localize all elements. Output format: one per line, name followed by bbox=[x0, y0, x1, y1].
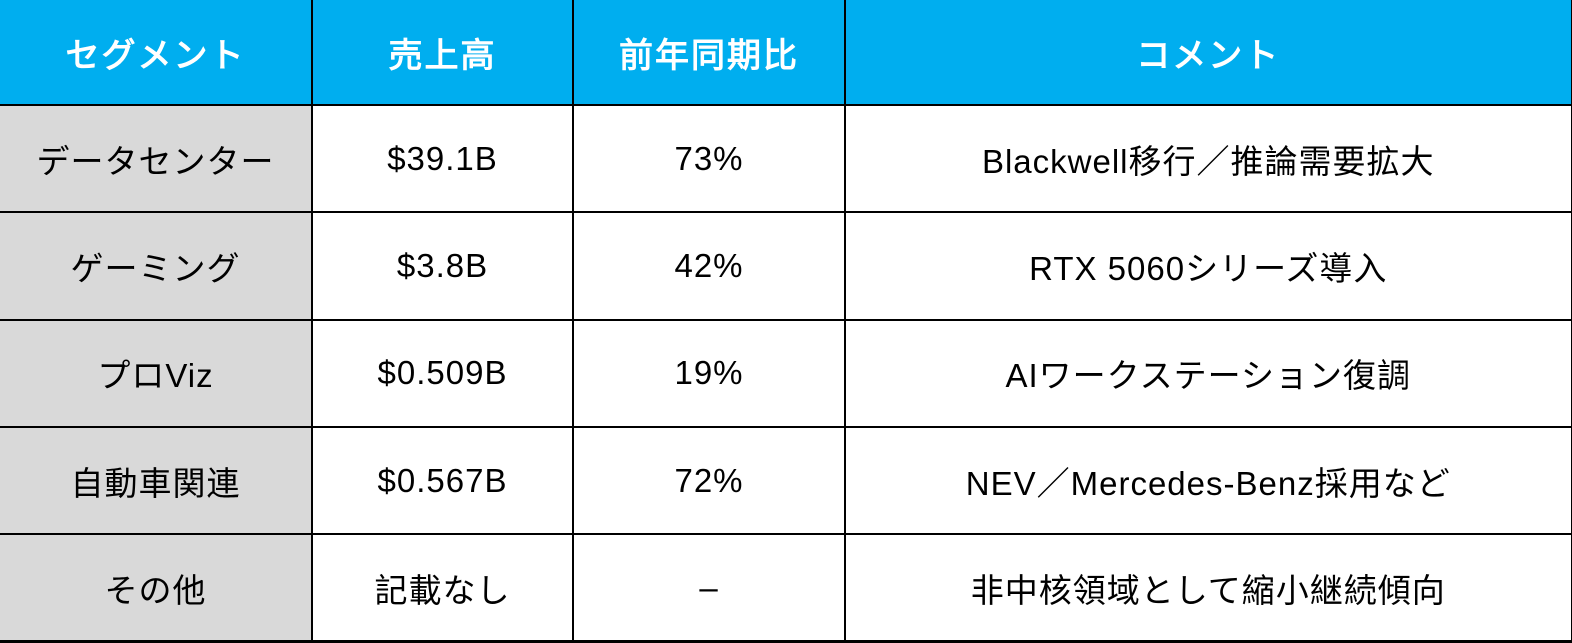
cell-yoy: – bbox=[572, 533, 846, 643]
cell-revenue: $39.1B bbox=[311, 103, 574, 214]
header-cell-comment: コメント bbox=[844, 0, 1572, 106]
cell-comment: AIワークステーション復調 bbox=[844, 318, 1572, 428]
header-cell-yoy: 前年同期比 bbox=[572, 0, 846, 106]
cell-comment: RTX 5060シリーズ導入 bbox=[844, 211, 1572, 321]
cell-yoy: 19% bbox=[572, 318, 846, 428]
table-row-other: その他 記載なし – 非中核領域として縮小継続傾向 bbox=[0, 533, 1572, 643]
cell-segment: データセンター bbox=[0, 103, 313, 214]
header-cell-segment: セグメント bbox=[0, 0, 313, 106]
cell-segment: 自動車関連 bbox=[0, 425, 313, 536]
cell-yoy: 42% bbox=[572, 211, 846, 321]
cell-comment: Blackwell移行／推論需要拡大 bbox=[844, 103, 1572, 214]
cell-revenue: $3.8B bbox=[311, 211, 574, 321]
cell-segment: ゲーミング bbox=[0, 211, 313, 321]
cell-yoy: 73% bbox=[572, 103, 846, 214]
cell-comment: 非中核領域として縮小継続傾向 bbox=[844, 533, 1572, 643]
header-cell-revenue: 売上高 bbox=[311, 0, 574, 106]
cell-revenue: $0.509B bbox=[311, 318, 574, 428]
table-header-row: セグメント 売上高 前年同期比 コメント bbox=[0, 0, 1572, 106]
cell-revenue: 記載なし bbox=[311, 533, 574, 643]
cell-revenue: $0.567B bbox=[311, 425, 574, 536]
cell-yoy: 72% bbox=[572, 425, 846, 536]
cell-segment: その他 bbox=[0, 533, 313, 643]
cell-segment: プロViz bbox=[0, 318, 313, 428]
cell-comment: NEV／Mercedes-Benz採用など bbox=[844, 425, 1572, 536]
table-row-gaming: ゲーミング $3.8B 42% RTX 5060シリーズ導入 bbox=[0, 211, 1572, 321]
table-row-proviz: プロViz $0.509B 19% AIワークステーション復調 bbox=[0, 318, 1572, 428]
table-row-automotive: 自動車関連 $0.567B 72% NEV／Mercedes-Benz採用など bbox=[0, 425, 1572, 536]
table-row-datacenter: データセンター $39.1B 73% Blackwell移行／推論需要拡大 bbox=[0, 103, 1572, 214]
